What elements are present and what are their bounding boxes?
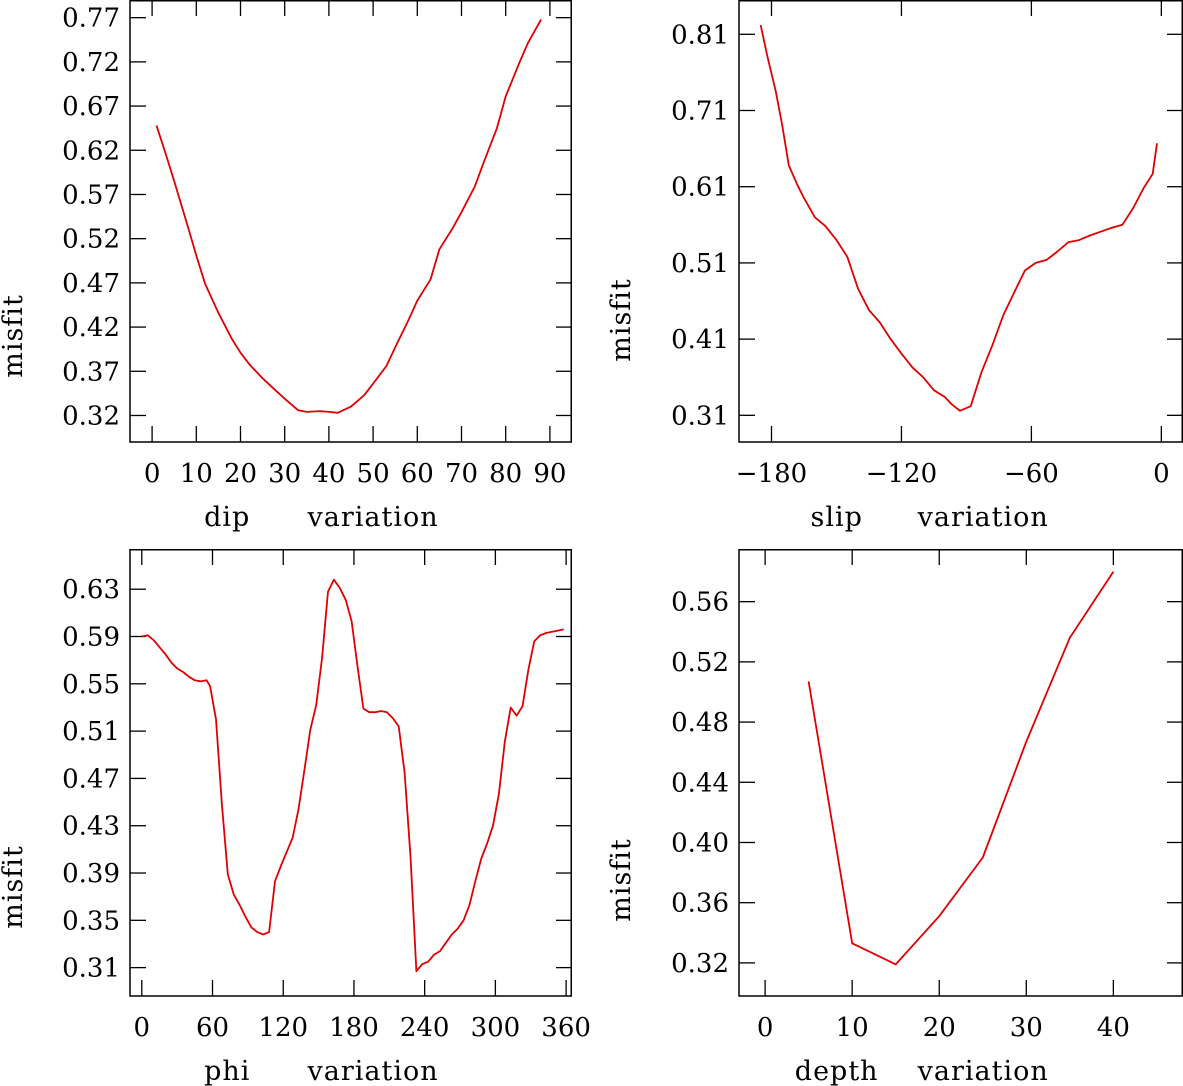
x-tick-label: 0 (1153, 459, 1170, 489)
x-tick-label: −180 (736, 459, 807, 489)
chart-panel-dip: 0.32 0.37 0.42 0.47 0.52 0.57 0.62 0.67 0.72 0.77… (0, 0, 572, 533)
x-tick-label: 0 (757, 1013, 774, 1043)
x-tick-label: 40 (1097, 1013, 1130, 1043)
chart-panel-depth: 0.32 0.36 0.40 0.44 0.48 0.52 0.56 0 10 20 30 40 dep… (606, 549, 1183, 1086)
misfit-series-line (807, 571, 1115, 966)
y-tick-label: 0.51 (671, 249, 729, 279)
x-tick-label: 90 (533, 459, 566, 489)
x-axis-title: depth (795, 1056, 879, 1086)
y-tick-label: 0.32 (62, 401, 120, 431)
y-tick-label: 0.51 (62, 717, 120, 747)
plot-frame (738, 549, 1183, 997)
y-tick-label: 0.47 (62, 269, 120, 299)
y-tick-label: 0.36 (671, 889, 729, 919)
x-tick-label: 80 (489, 459, 522, 489)
y-axis-title: misfit (0, 294, 29, 378)
x-tick-label: −60 (1004, 459, 1059, 489)
y-tick-label: 0.43 (62, 812, 120, 842)
x-tick-label: 240 (400, 1013, 450, 1043)
x-axis-title-variation: variation (917, 1056, 1049, 1086)
plot-frame (129, 0, 572, 443)
y-tick-label: 0.37 (62, 357, 120, 387)
x-axis-title-variation: variation (917, 502, 1049, 533)
y-tick-label: 0.44 (671, 768, 729, 798)
x-tick-label: 0 (144, 459, 161, 489)
y-tick-label: 0.31 (62, 954, 120, 984)
x-tick-label: 10 (836, 1013, 869, 1043)
y-axis-title: misfit (606, 278, 637, 362)
x-axis-title: phi (204, 1056, 250, 1086)
y-tick-label: 0.41 (671, 325, 729, 355)
x-tick-label: 0 (134, 1013, 151, 1043)
x-tick-label: −120 (866, 459, 937, 489)
x-axis-title: slip (810, 502, 862, 533)
misfit-series-line (141, 578, 564, 973)
y-tick-label: 0.47 (62, 764, 120, 794)
x-tick-label: 60 (196, 1013, 229, 1043)
x-axis-title-variation: variation (307, 502, 439, 533)
x-tick-label: 30 (268, 459, 301, 489)
x-tick-label: 120 (258, 1013, 308, 1043)
plot-frame (738, 0, 1183, 443)
y-tick-label: 0.48 (671, 708, 729, 738)
x-tick-label: 360 (541, 1013, 591, 1043)
y-tick-label: 0.55 (62, 670, 120, 700)
misfit-series-line (759, 24, 1158, 412)
y-tick-label: 0.56 (671, 588, 729, 618)
y-tick-label: 0.40 (671, 828, 729, 858)
y-tick-label: 0.71 (671, 97, 729, 127)
y-tick-label: 0.81 (671, 20, 729, 50)
y-tick-label: 0.52 (671, 648, 729, 678)
y-tick-label: 0.32 (671, 949, 729, 979)
y-axis-title: misfit (0, 845, 29, 929)
y-axis-title: misfit (606, 838, 637, 922)
x-tick-label: 20 (224, 459, 257, 489)
x-tick-label: 60 (401, 459, 434, 489)
x-tick-label: 20 (923, 1013, 956, 1043)
x-tick-label: 50 (357, 459, 390, 489)
y-tick-label: 0.77 (62, 4, 120, 34)
x-tick-label: 180 (329, 1013, 379, 1043)
y-tick-label: 0.42 (62, 313, 120, 343)
y-tick-label: 0.57 (62, 180, 120, 210)
x-tick-label: 70 (445, 459, 478, 489)
y-tick-label: 0.62 (62, 136, 120, 166)
x-tick-label: 30 (1010, 1013, 1043, 1043)
y-tick-label: 0.72 (62, 48, 120, 78)
x-axis-title-variation: variation (307, 1056, 439, 1086)
y-tick-label: 0.61 (671, 173, 729, 203)
y-tick-label: 0.35 (62, 906, 120, 936)
misfit-series-line (155, 18, 542, 414)
plot-frame (129, 549, 572, 997)
y-tick-label: 0.63 (62, 575, 120, 605)
y-tick-label: 0.52 (62, 225, 120, 255)
chart-panel-slip: 0.31 0.41 0.51 0.61 0.71 0.81 −180 −120 −60 0 slip… (606, 0, 1183, 533)
x-tick-label: 40 (312, 459, 345, 489)
y-tick-label: 0.39 (62, 859, 120, 889)
x-axis-title: dip (204, 502, 250, 533)
y-tick-label: 0.59 (62, 623, 120, 653)
y-tick-label: 0.67 (62, 92, 120, 122)
x-tick-label: 10 (180, 459, 213, 489)
chart-panel-phi: 0.31 0.35 0.39 0.43 0.47 0.51 0.55 0.59 0.63 0 60 1… (0, 549, 591, 1086)
x-tick-label: 300 (471, 1013, 521, 1043)
y-tick-label: 0.31 (671, 401, 729, 431)
